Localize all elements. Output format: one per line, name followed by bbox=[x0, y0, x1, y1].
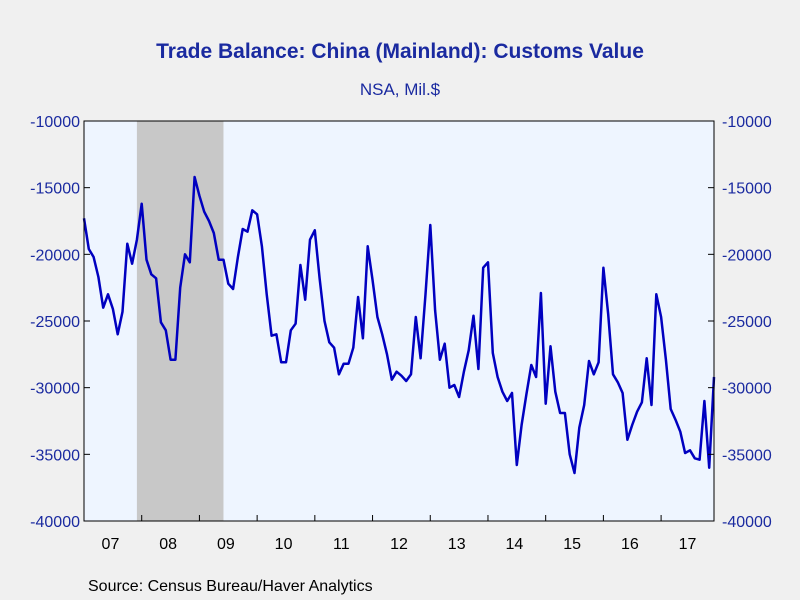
chart-title: Trade Balance: China (Mainland): Customs… bbox=[156, 40, 644, 63]
recession-shading bbox=[136, 121, 224, 521]
y-tick-label-left-0: -10000 bbox=[30, 114, 80, 131]
x-tick-label-1: 08 bbox=[159, 536, 177, 553]
y-tick-label-left-6: -40000 bbox=[30, 514, 80, 531]
x-tick-label-6: 13 bbox=[448, 536, 466, 553]
y-tick-label-right-5: -35000 bbox=[722, 447, 772, 464]
chart-subtitle: NSA, Mil.$ bbox=[359, 80, 441, 99]
series-line-trade-balance bbox=[82, 175, 716, 475]
y-tick-label-left-5: -35000 bbox=[30, 447, 80, 464]
x-tick-label-4: 11 bbox=[333, 536, 350, 553]
axis-labels: -10000 -10000 -15000 -15000 -20000 -20000 -250… bbox=[30, 114, 772, 553]
y-tick-label-right-2: -20000 bbox=[722, 247, 772, 264]
x-tick-label-2: 09 bbox=[217, 536, 235, 553]
y-tick-label-left-2: -20000 bbox=[30, 247, 80, 264]
x-tick-label-7: 14 bbox=[506, 536, 524, 553]
x-tick-label-9: 16 bbox=[621, 536, 639, 553]
x-tick-label-8: 15 bbox=[563, 536, 581, 553]
axis-ticks bbox=[84, 120, 714, 522]
x-tick-label-10: 17 bbox=[679, 536, 697, 553]
y-tick-label-left-4: -30000 bbox=[30, 381, 80, 398]
y-tick-label-right-1: -15000 bbox=[722, 181, 772, 198]
y-tick-label-left-3: -25000 bbox=[30, 314, 80, 331]
y-tick-label-right-4: -30000 bbox=[722, 381, 772, 398]
x-tick-label-3: 10 bbox=[275, 536, 293, 553]
x-tick-label-5: 12 bbox=[390, 536, 408, 553]
y-tick-label-left-1: -15000 bbox=[30, 181, 80, 198]
recession-band-0 bbox=[136, 121, 224, 521]
y-tick-label-right-3: -25000 bbox=[722, 314, 772, 331]
y-tick-label-right-6: -40000 bbox=[722, 514, 772, 531]
y-tick-label-right-0: -10000 bbox=[722, 114, 772, 131]
x-tick-label-0: 07 bbox=[102, 536, 120, 553]
source-note: Source: Census Bureau/Haver Analytics bbox=[88, 578, 373, 595]
